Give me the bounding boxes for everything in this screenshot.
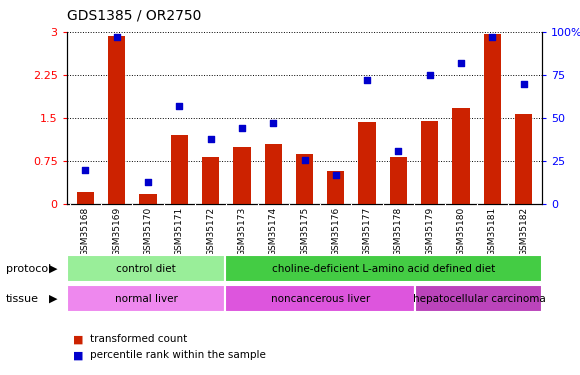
Point: [488, 34, 497, 40]
Bar: [171, 135, 188, 204]
Point: [519, 81, 528, 87]
Point: [143, 179, 153, 185]
Point: [394, 148, 403, 154]
Text: transformed count: transformed count: [90, 334, 187, 344]
Bar: [421, 121, 438, 204]
Point: [237, 126, 246, 132]
Text: GSM35175: GSM35175: [300, 207, 309, 256]
Text: noncancerous liver: noncancerous liver: [271, 294, 370, 303]
Text: GDS1385 / OR2750: GDS1385 / OR2750: [67, 9, 201, 22]
Text: tissue: tissue: [6, 294, 39, 303]
Bar: [139, 194, 157, 204]
Point: [81, 167, 90, 173]
Text: ▶: ▶: [49, 294, 57, 303]
Bar: [415, 285, 542, 312]
Bar: [515, 114, 532, 204]
Text: choline-deficient L-amino acid defined diet: choline-deficient L-amino acid defined d…: [272, 264, 495, 273]
Point: [206, 136, 215, 142]
Bar: [225, 285, 415, 312]
Bar: [77, 192, 94, 204]
Text: ■: ■: [72, 334, 83, 344]
Text: control diet: control diet: [116, 264, 176, 273]
Text: hepatocellular carcinoma: hepatocellular carcinoma: [412, 294, 545, 303]
Bar: [358, 122, 376, 204]
Text: GSM35177: GSM35177: [362, 207, 372, 256]
Text: ■: ■: [72, 351, 83, 360]
Text: GSM35180: GSM35180: [456, 207, 465, 256]
Text: GSM35172: GSM35172: [206, 207, 215, 256]
Bar: [264, 144, 282, 204]
Bar: [67, 255, 225, 282]
Bar: [67, 285, 225, 312]
Point: [175, 103, 184, 109]
Point: [456, 60, 466, 66]
Point: [362, 77, 372, 83]
Bar: [108, 36, 125, 204]
Text: GSM35169: GSM35169: [113, 207, 121, 256]
Text: GSM35182: GSM35182: [519, 207, 528, 256]
Text: GSM35173: GSM35173: [237, 207, 246, 256]
Bar: [327, 171, 345, 204]
Text: GSM35174: GSM35174: [269, 207, 278, 256]
Text: GSM35179: GSM35179: [425, 207, 434, 256]
Point: [300, 156, 309, 162]
Bar: [296, 154, 313, 204]
Point: [269, 120, 278, 126]
Text: GSM35176: GSM35176: [331, 207, 340, 256]
Text: normal liver: normal liver: [114, 294, 177, 303]
Text: GSM35170: GSM35170: [144, 207, 153, 256]
Text: GSM35178: GSM35178: [394, 207, 403, 256]
Text: GSM35168: GSM35168: [81, 207, 90, 256]
Text: GSM35171: GSM35171: [175, 207, 184, 256]
Point: [331, 172, 340, 178]
Point: [112, 34, 121, 40]
Text: protocol: protocol: [6, 264, 51, 273]
Text: percentile rank within the sample: percentile rank within the sample: [90, 351, 266, 360]
Text: GSM35181: GSM35181: [488, 207, 496, 256]
Bar: [484, 34, 501, 204]
Text: ▶: ▶: [49, 264, 57, 273]
Bar: [202, 157, 219, 204]
Point: [425, 72, 434, 78]
Bar: [390, 157, 407, 204]
Bar: [225, 255, 542, 282]
Bar: [452, 108, 470, 204]
Bar: [233, 147, 251, 204]
